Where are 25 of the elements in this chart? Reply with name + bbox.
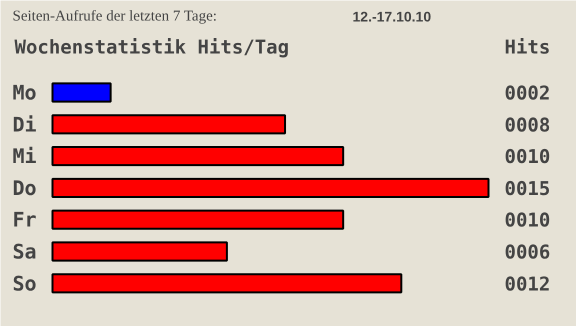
- data-label: 0002: [504, 82, 550, 104]
- y-tick-label: Mi: [12, 144, 37, 168]
- y-tick-label: Do: [12, 176, 37, 200]
- data-label: 0006: [504, 242, 550, 264]
- y-tick-label: So: [12, 271, 37, 296]
- bar: [52, 178, 490, 198]
- data-label: 0008: [504, 114, 550, 136]
- y-tick-label: Fr: [12, 208, 37, 232]
- chart-subtitle: 12.-17.10.10: [352, 8, 432, 24]
- data-label: 0010: [504, 210, 550, 232]
- bar: [52, 146, 344, 166]
- data-label: 0010: [504, 146, 550, 168]
- y2-axis-title: Hits: [504, 36, 550, 58]
- y-tick-label: Mo: [12, 80, 37, 104]
- bar: [52, 273, 402, 294]
- bar: [52, 114, 286, 134]
- bar: [52, 210, 344, 230]
- bar: [52, 241, 228, 262]
- x-axis-title: Wochenstatistik Hits/Tag: [14, 36, 290, 58]
- data-label: 0015: [504, 178, 550, 200]
- chart-title: Seiten-Aufrufe der letzten 7 Tage:: [12, 8, 217, 24]
- y-tick-label: Sa: [12, 240, 37, 264]
- bar: [52, 82, 112, 103]
- data-label: 0012: [504, 273, 550, 296]
- y-tick-label: Di: [12, 112, 37, 136]
